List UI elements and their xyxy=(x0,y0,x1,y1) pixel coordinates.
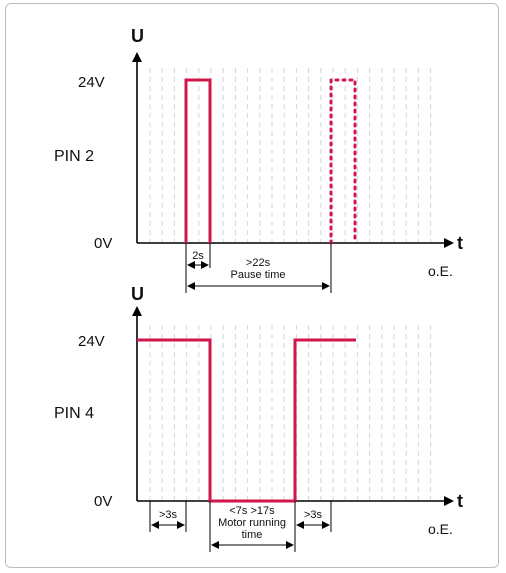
top-time-axis-t: t xyxy=(457,233,463,253)
pin2-pulse xyxy=(184,78,212,243)
pin4-signal xyxy=(137,338,356,503)
bottom-unit-note: o.E. xyxy=(428,521,453,537)
top-level-high: 24V xyxy=(78,74,105,91)
bottom-dim-after-label: >3s xyxy=(304,509,323,521)
bottom-dim-run-text-1: Motor running xyxy=(218,517,286,529)
bottom-level-high: 24V xyxy=(78,333,105,350)
bottom-diagram: U 24V PIN 4 0V t o.E. >3s <7s >17s Motor… xyxy=(54,284,463,552)
top-pin-label: PIN 2 xyxy=(54,148,94,165)
bottom-time-axis-t: t xyxy=(457,491,463,511)
top-diagram: U 24V PIN 2 0V t o.E. 2s >22s Pause time xyxy=(54,26,463,293)
top-dim-pause-value: >22s xyxy=(246,257,271,269)
top-dim-pause-text: Pause time xyxy=(230,269,285,281)
pin2-repeat-pulse xyxy=(329,78,357,245)
bottom-axis-title-u: U xyxy=(131,284,144,304)
top-axis-title-u: U xyxy=(131,26,144,46)
bottom-level-low: 0V xyxy=(94,493,112,510)
bottom-grid xyxy=(149,325,432,500)
bottom-dim-before-label: >3s xyxy=(159,509,178,521)
bottom-dim-run-text-2: time xyxy=(242,529,263,541)
bottom-pin-label: PIN 4 xyxy=(54,405,94,422)
top-level-low: 0V xyxy=(94,235,112,252)
top-unit-note: o.E. xyxy=(428,263,453,279)
top-dim-pulse-label: 2s xyxy=(192,250,204,262)
bottom-dim-run-value: <7s >17s xyxy=(229,505,275,517)
top-grid xyxy=(149,68,432,242)
